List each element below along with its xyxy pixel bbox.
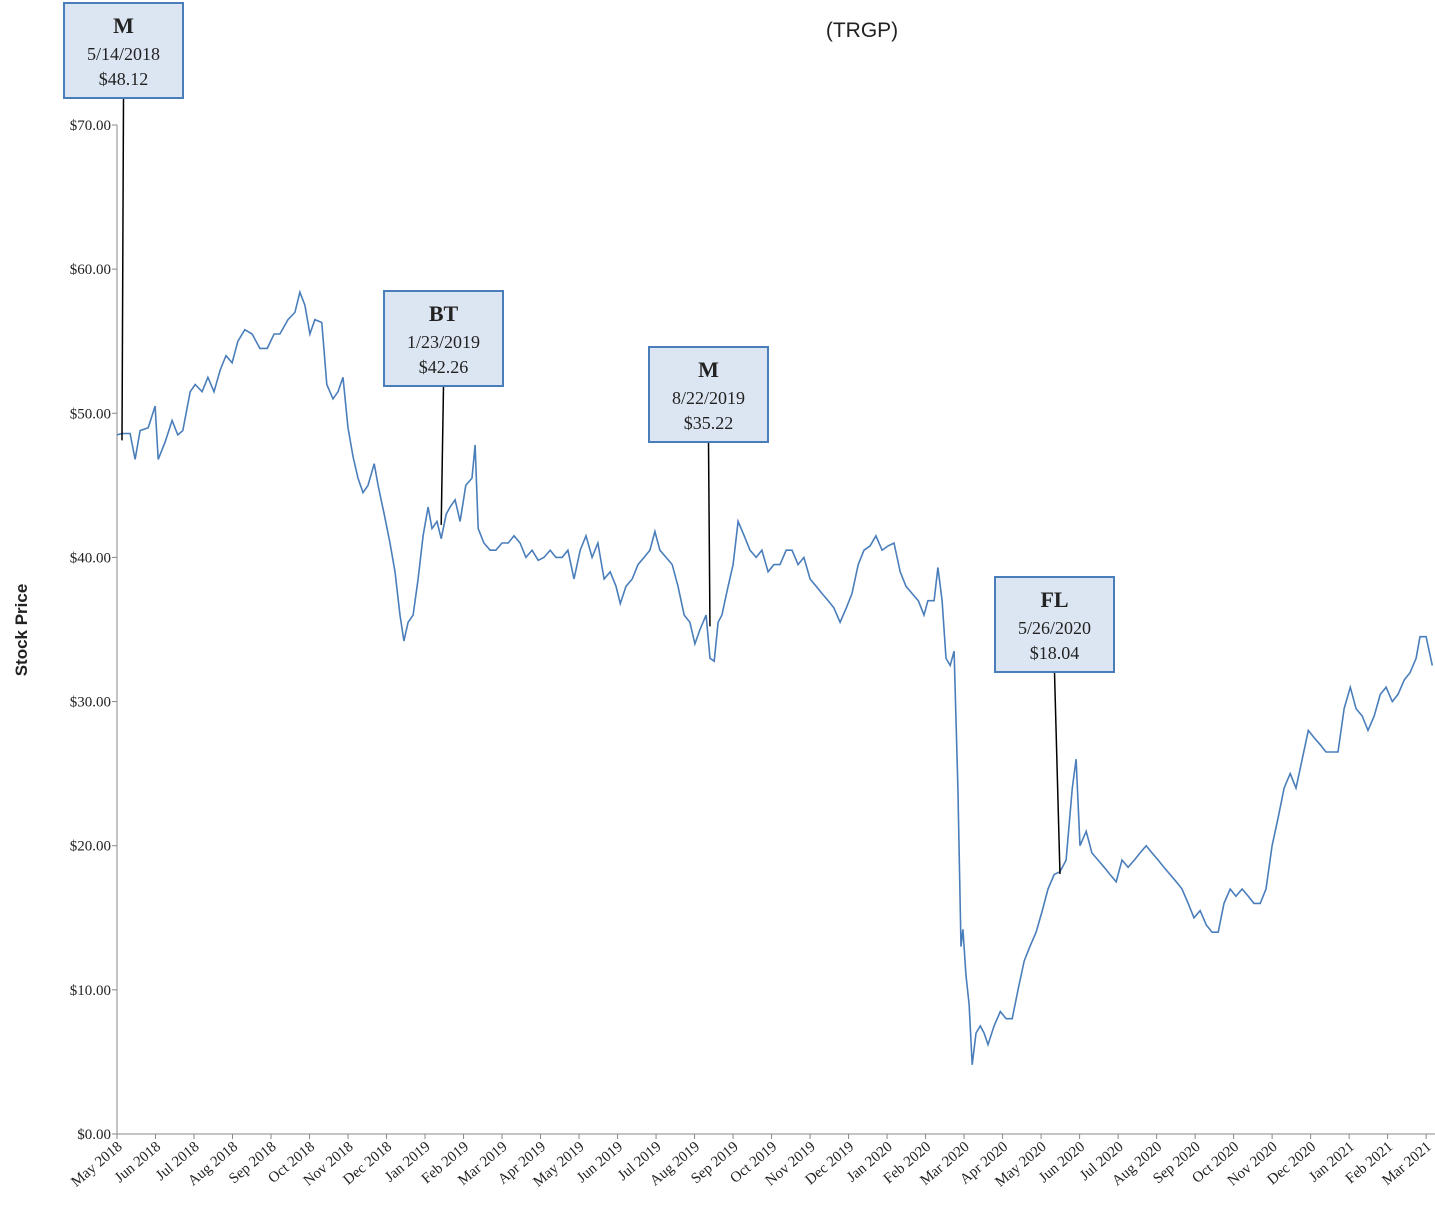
annotation-box xyxy=(648,346,769,443)
y-tick-label: $40.00 xyxy=(70,550,111,566)
annotation-leader xyxy=(440,385,445,525)
annotation-label: BT xyxy=(429,301,459,326)
annotation-leader xyxy=(707,441,711,627)
annotation-date: 1/23/2019 xyxy=(407,332,480,352)
annotation-label: M xyxy=(113,13,134,38)
annotation-price: $35.22 xyxy=(684,413,734,433)
x-tick-label: May 2018 xyxy=(68,1139,125,1191)
y-tick-label: $30.00 xyxy=(70,695,111,711)
y-axis-label: Stock Price xyxy=(12,584,31,677)
annotation-price: $18.04 xyxy=(1030,643,1080,663)
annotation-box xyxy=(383,290,504,387)
annotation-leader xyxy=(121,97,125,441)
annotation-box xyxy=(994,576,1115,673)
annotation-price: $48.12 xyxy=(99,69,149,89)
annotation-date: 5/14/2018 xyxy=(87,44,160,64)
annotation-leader xyxy=(1053,671,1061,874)
y-tick-label: $0.00 xyxy=(77,1127,111,1143)
y-tick-label: $60.00 xyxy=(70,262,111,278)
annotation-box xyxy=(63,2,184,99)
chart-title: (TRGP) xyxy=(826,19,898,42)
annotation-label: M xyxy=(698,357,719,382)
annotation-label: FL xyxy=(1040,587,1068,612)
annotation-price: $42.26 xyxy=(419,357,469,377)
annotation-date: 8/22/2019 xyxy=(672,388,745,408)
y-tick-label: $50.00 xyxy=(70,406,111,422)
price-line xyxy=(116,289,1434,1065)
y-tick-label: $70.00 xyxy=(70,118,111,134)
annotation-date: 5/26/2020 xyxy=(1018,618,1091,638)
y-tick-label: $10.00 xyxy=(70,983,111,999)
y-tick-label: $20.00 xyxy=(70,839,111,855)
